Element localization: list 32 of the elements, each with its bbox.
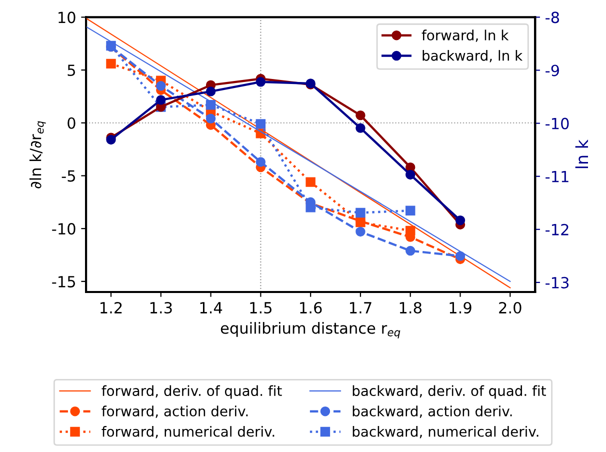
legend-label: forward, action deriv. (102, 406, 248, 418)
x-tick-label: 1.3 (150, 302, 172, 314)
x-tick-label: 1.8 (400, 302, 422, 314)
x-tick-label: 1.4 (200, 302, 222, 314)
x-tick-label: 1.7 (350, 302, 372, 314)
x-tick-label: 1.9 (450, 302, 472, 314)
y-tick-label: -10 (52, 223, 76, 235)
x-tick-label: 1.2 (100, 302, 122, 314)
y2-tick-label: -10 (546, 118, 569, 130)
y2-axis-title: ln k (575, 140, 588, 168)
x-tick-label: 1.5 (250, 302, 272, 314)
y-tick-label: -15 (52, 276, 75, 288)
y2-tick-label: -12 (546, 224, 568, 236)
legend-label: forward, ln k (422, 30, 509, 42)
y2-tick-label: -11 (546, 171, 568, 182)
y2-tick-label: -9 (546, 64, 559, 76)
x-axis-title: equilibrium distance r$_{eq}$ (220, 322, 400, 338)
y-tick-label: 5 (68, 64, 75, 76)
y-tick-label: 10 (58, 12, 76, 24)
y-axis-title: ∂ln k/∂r$_{eq}$ (29, 121, 46, 188)
y-tick-label: -5 (62, 170, 75, 182)
x-tick-label: 1.6 (300, 302, 322, 314)
y2-tick-label: -8 (546, 12, 560, 24)
y2-tick-label: -13 (546, 276, 569, 288)
legend-label: forward, numerical deriv. (102, 426, 274, 438)
legend-label: forward, deriv. of quad. fit (102, 385, 282, 399)
legend-label: backward, deriv. of quad. fit (352, 385, 546, 399)
legend-label: backward, action deriv. (352, 406, 512, 418)
y-tick-label: 0 (68, 117, 76, 129)
x-tick-label: 2.0 (499, 302, 522, 314)
legend-label: backward, ln k (422, 50, 523, 62)
legend-label: backward, numerical deriv. (352, 426, 538, 438)
